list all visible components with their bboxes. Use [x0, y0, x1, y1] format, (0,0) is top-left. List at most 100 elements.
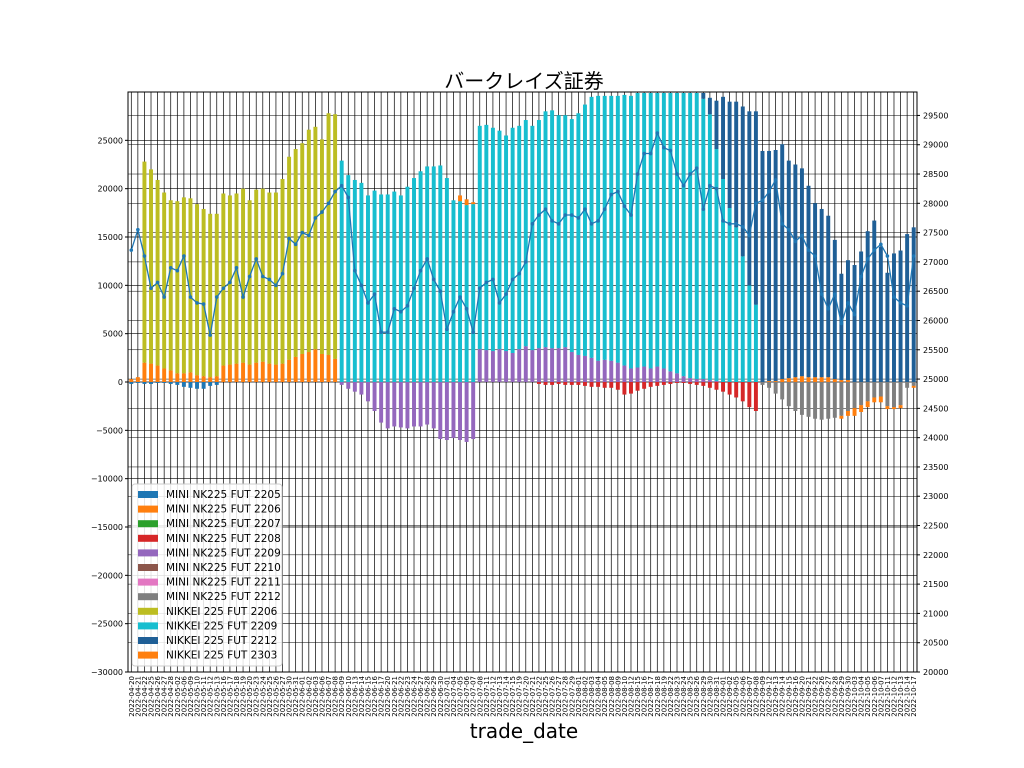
x-tick-label: 2022-07-07: [470, 676, 478, 717]
bar-layer: [129, 92, 916, 442]
x-axis-ticks: 2022-04-202022-04-212022-04-222022-04-25…: [128, 675, 918, 716]
x-tick-label: 2022-10-03: [851, 676, 859, 717]
x-tick-label: 2022-08-15: [634, 676, 642, 717]
bar-segment: [714, 149, 719, 382]
price-point: [543, 207, 548, 211]
price-point: [570, 213, 574, 217]
x-tick-label: 2022-05-31: [292, 676, 300, 717]
y-axis-left-ticks: −30000 −25000 −20000 −15000 −10000 −5000 0 5000…: [91, 136, 128, 677]
x-tick-label: 2022-06-28: [424, 676, 432, 717]
bar-segment: [477, 125, 482, 350]
bar-segment: [241, 362, 246, 382]
bar-segment: [458, 201, 463, 382]
price-point: [734, 222, 738, 226]
bar-segment: [596, 360, 601, 382]
price-point: [892, 295, 896, 299]
bar-segment: [582, 382, 587, 386]
price-point: [905, 304, 909, 308]
bar-segment: [892, 407, 896, 410]
bar-segment: [911, 382, 916, 386]
price-point: [688, 172, 692, 176]
price-point: [267, 277, 272, 282]
bar-segment: [530, 125, 535, 351]
bar-segment: [727, 382, 732, 395]
price-point: [162, 295, 166, 299]
price-point: [872, 248, 877, 252]
price-point: [234, 265, 239, 270]
x-tick-label: 2022-07-22: [535, 676, 543, 717]
x-tick-label: 2022-06-17: [378, 676, 386, 717]
x-tick-label: 2022-08-30: [706, 676, 714, 717]
price-point: [425, 257, 429, 261]
bar-segment: [234, 363, 239, 382]
x-tick-label: 2022-10-14: [904, 675, 912, 716]
bar-segment: [458, 382, 463, 440]
x-tick-label: 2022-10-12: [890, 676, 898, 717]
x-tick-label: 2022-09-12: [766, 676, 774, 717]
y-tick-label: 5000: [103, 330, 123, 339]
x-tick-label: 2022-06-01: [299, 676, 307, 717]
bar-segment: [523, 120, 528, 347]
x-tick-label: 2022-06-15: [364, 676, 372, 717]
x-tick-label: 2022-08-23: [674, 676, 682, 717]
bar-segment: [425, 382, 430, 425]
bar-segment: [556, 115, 561, 349]
bar-segment: [865, 401, 870, 408]
bar-segment: [471, 204, 476, 382]
x-tick-label: 2022-09-28: [831, 676, 839, 717]
y2-tick-label: 28500: [923, 170, 948, 179]
bar-segment: [813, 203, 818, 378]
legend-swatch: [138, 607, 158, 615]
bar-segment: [655, 366, 660, 382]
x-tick-label: 2022-06-23: [404, 676, 412, 717]
bar-segment: [819, 382, 824, 420]
bar-segment: [806, 382, 811, 417]
x-tick-label: 2022-08-22: [667, 676, 675, 717]
x-tick-label: 2022-10-05: [864, 676, 872, 717]
legend-label: MINI NK225 FUT 2206: [166, 504, 281, 516]
x-tick-label: 2022-05-10: [194, 676, 202, 717]
y2-tick-label: 24000: [923, 434, 948, 443]
x-tick-label: 2022-09-20: [798, 676, 806, 717]
bar-segment: [648, 382, 653, 387]
x-tick-label: 2022-05-23: [253, 676, 261, 717]
legend-label: MINI NK225 FUT 2212: [166, 591, 281, 603]
bar-segment: [714, 100, 719, 150]
bar-segment: [740, 106, 745, 257]
x-tick-label: 2022-08-10: [621, 676, 629, 717]
bar-segment: [273, 192, 278, 365]
bar-segment: [839, 273, 844, 381]
y2-tick-label: 21500: [923, 580, 948, 589]
bar-segment: [464, 382, 469, 442]
x-tick-label: 2022-08-03: [588, 676, 596, 717]
y2-tick-label: 29500: [923, 111, 948, 120]
bar-segment: [609, 382, 614, 388]
bar-segment: [845, 382, 850, 411]
bar-segment: [175, 382, 180, 385]
price-point: [806, 248, 811, 252]
price-point: [648, 151, 653, 156]
bar-segment: [464, 205, 469, 382]
bar-segment: [188, 382, 193, 388]
x-tick-label: 2022-09-16: [792, 675, 800, 716]
price-point: [320, 210, 324, 214]
legend-swatch: [138, 637, 158, 644]
legend-swatch: [138, 505, 158, 513]
x-tick-label: 2022-08-01: [575, 676, 583, 717]
bar-segment: [504, 351, 509, 382]
price-point: [149, 286, 153, 291]
price-point: [635, 172, 640, 176]
price-point: [800, 233, 804, 238]
bar-segment: [740, 382, 745, 402]
price-point: [464, 306, 469, 311]
x-tick-label: 2022-06-21: [391, 676, 399, 717]
bar-segment: [892, 253, 896, 382]
bar-segment: [878, 246, 883, 382]
price-point: [195, 301, 199, 305]
bar-segment: [721, 96, 726, 179]
x-tick-label: 2022-07-20: [522, 676, 530, 717]
bar-segment: [543, 111, 548, 348]
x-tick-label: 2022-09-26: [818, 675, 826, 716]
price-point: [431, 277, 436, 282]
bar-segment: [405, 382, 410, 429]
